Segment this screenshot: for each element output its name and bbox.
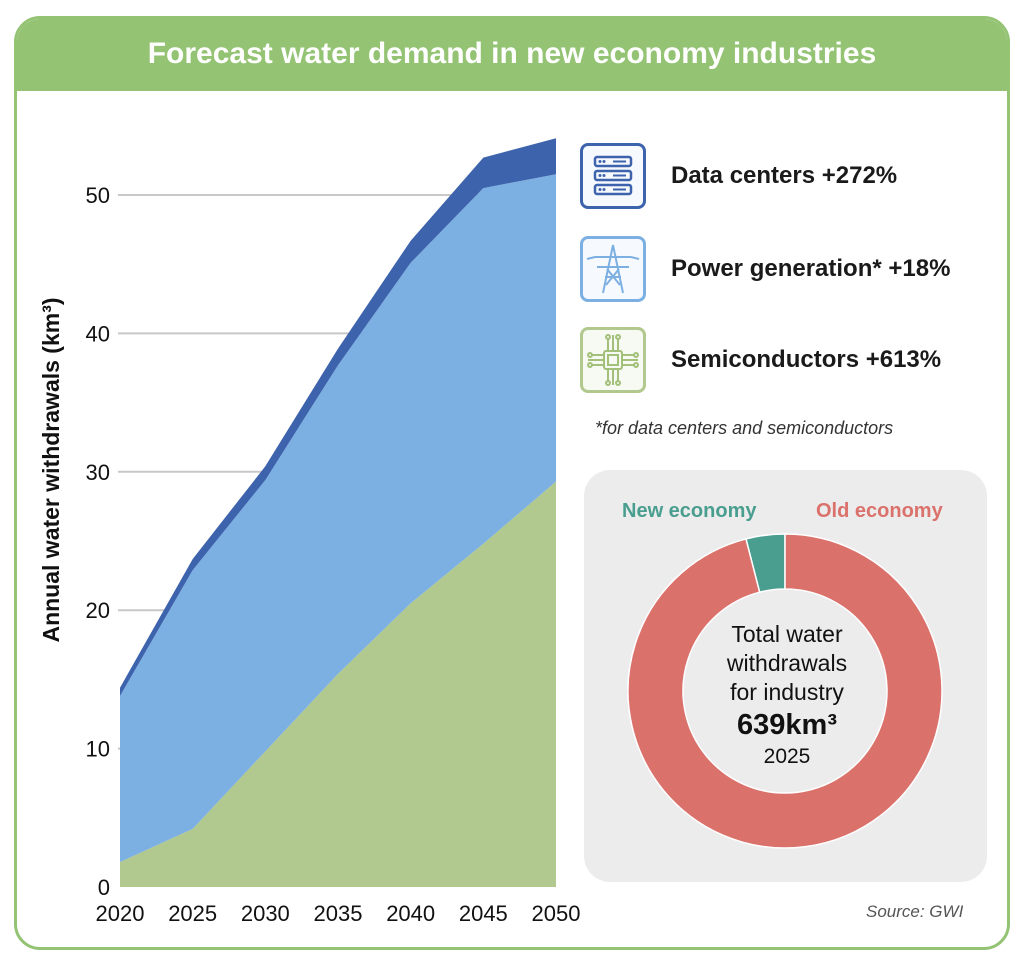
center-line-2: withdrawals bbox=[726, 650, 848, 676]
x-tick-label: 2050 bbox=[532, 901, 581, 926]
x-tick-label: 2040 bbox=[386, 901, 435, 926]
server-icon bbox=[580, 143, 646, 209]
legend-item-data-centers: Data centers +272% bbox=[580, 143, 1000, 213]
legend-label-semiconductors: Semiconductors +613% bbox=[671, 346, 942, 373]
y-tick-label: 0 bbox=[98, 875, 110, 900]
donut-slice-old-economy bbox=[627, 533, 943, 849]
x-tick-label: 2030 bbox=[241, 901, 290, 926]
donut-panel: New economy Old economy Total water with… bbox=[584, 470, 987, 882]
center-total-value: 639km³ bbox=[737, 709, 837, 741]
new-economy-label: New economy bbox=[622, 500, 757, 522]
chart-title: Forecast water demand in new economy ind… bbox=[147, 37, 877, 70]
center-line-1: Total water bbox=[731, 621, 843, 647]
donut-hole bbox=[684, 590, 886, 792]
power-tower-icon bbox=[580, 236, 646, 302]
x-tick-label: 2035 bbox=[314, 901, 363, 926]
infographic-frame: Forecast water demand in new economy ind… bbox=[14, 16, 1010, 950]
old-economy-label: Old economy bbox=[816, 500, 943, 522]
source-note: Source: GWI bbox=[866, 902, 964, 921]
donut-center-text: Total water withdrawals for industry 639… bbox=[682, 620, 892, 771]
center-year: 2025 bbox=[763, 745, 811, 768]
x-tick-label: 2045 bbox=[459, 901, 508, 926]
y-tick-label: 20 bbox=[86, 598, 110, 623]
y-tick-label: 10 bbox=[86, 737, 110, 762]
legend-item-semiconductors: Semiconductors +613% bbox=[580, 327, 1000, 397]
x-tick-label: 2020 bbox=[96, 901, 145, 926]
y-tick-label: 40 bbox=[86, 321, 110, 346]
area-semiconductors bbox=[120, 481, 556, 887]
donut-chart bbox=[627, 533, 943, 849]
footnote: *for data centers and semiconductors bbox=[595, 418, 894, 438]
y-axis-label: Annual water withdrawals (km³) bbox=[38, 297, 64, 642]
x-tick-label: 2025 bbox=[168, 901, 217, 926]
y-tick-label: 30 bbox=[86, 460, 110, 485]
center-line-3: for industry bbox=[730, 679, 844, 705]
area-power-generation bbox=[120, 174, 556, 863]
legend-label-data-centers: Data centers +272% bbox=[671, 162, 898, 189]
legend-label-power-generation: Power generation* +18% bbox=[671, 255, 951, 282]
legend-item-power-generation: Power generation* +18% bbox=[580, 236, 1000, 306]
y-tick-label: 50 bbox=[86, 183, 110, 208]
title-banner: Forecast water demand in new economy ind… bbox=[17, 19, 1007, 91]
chip-icon bbox=[580, 327, 646, 393]
